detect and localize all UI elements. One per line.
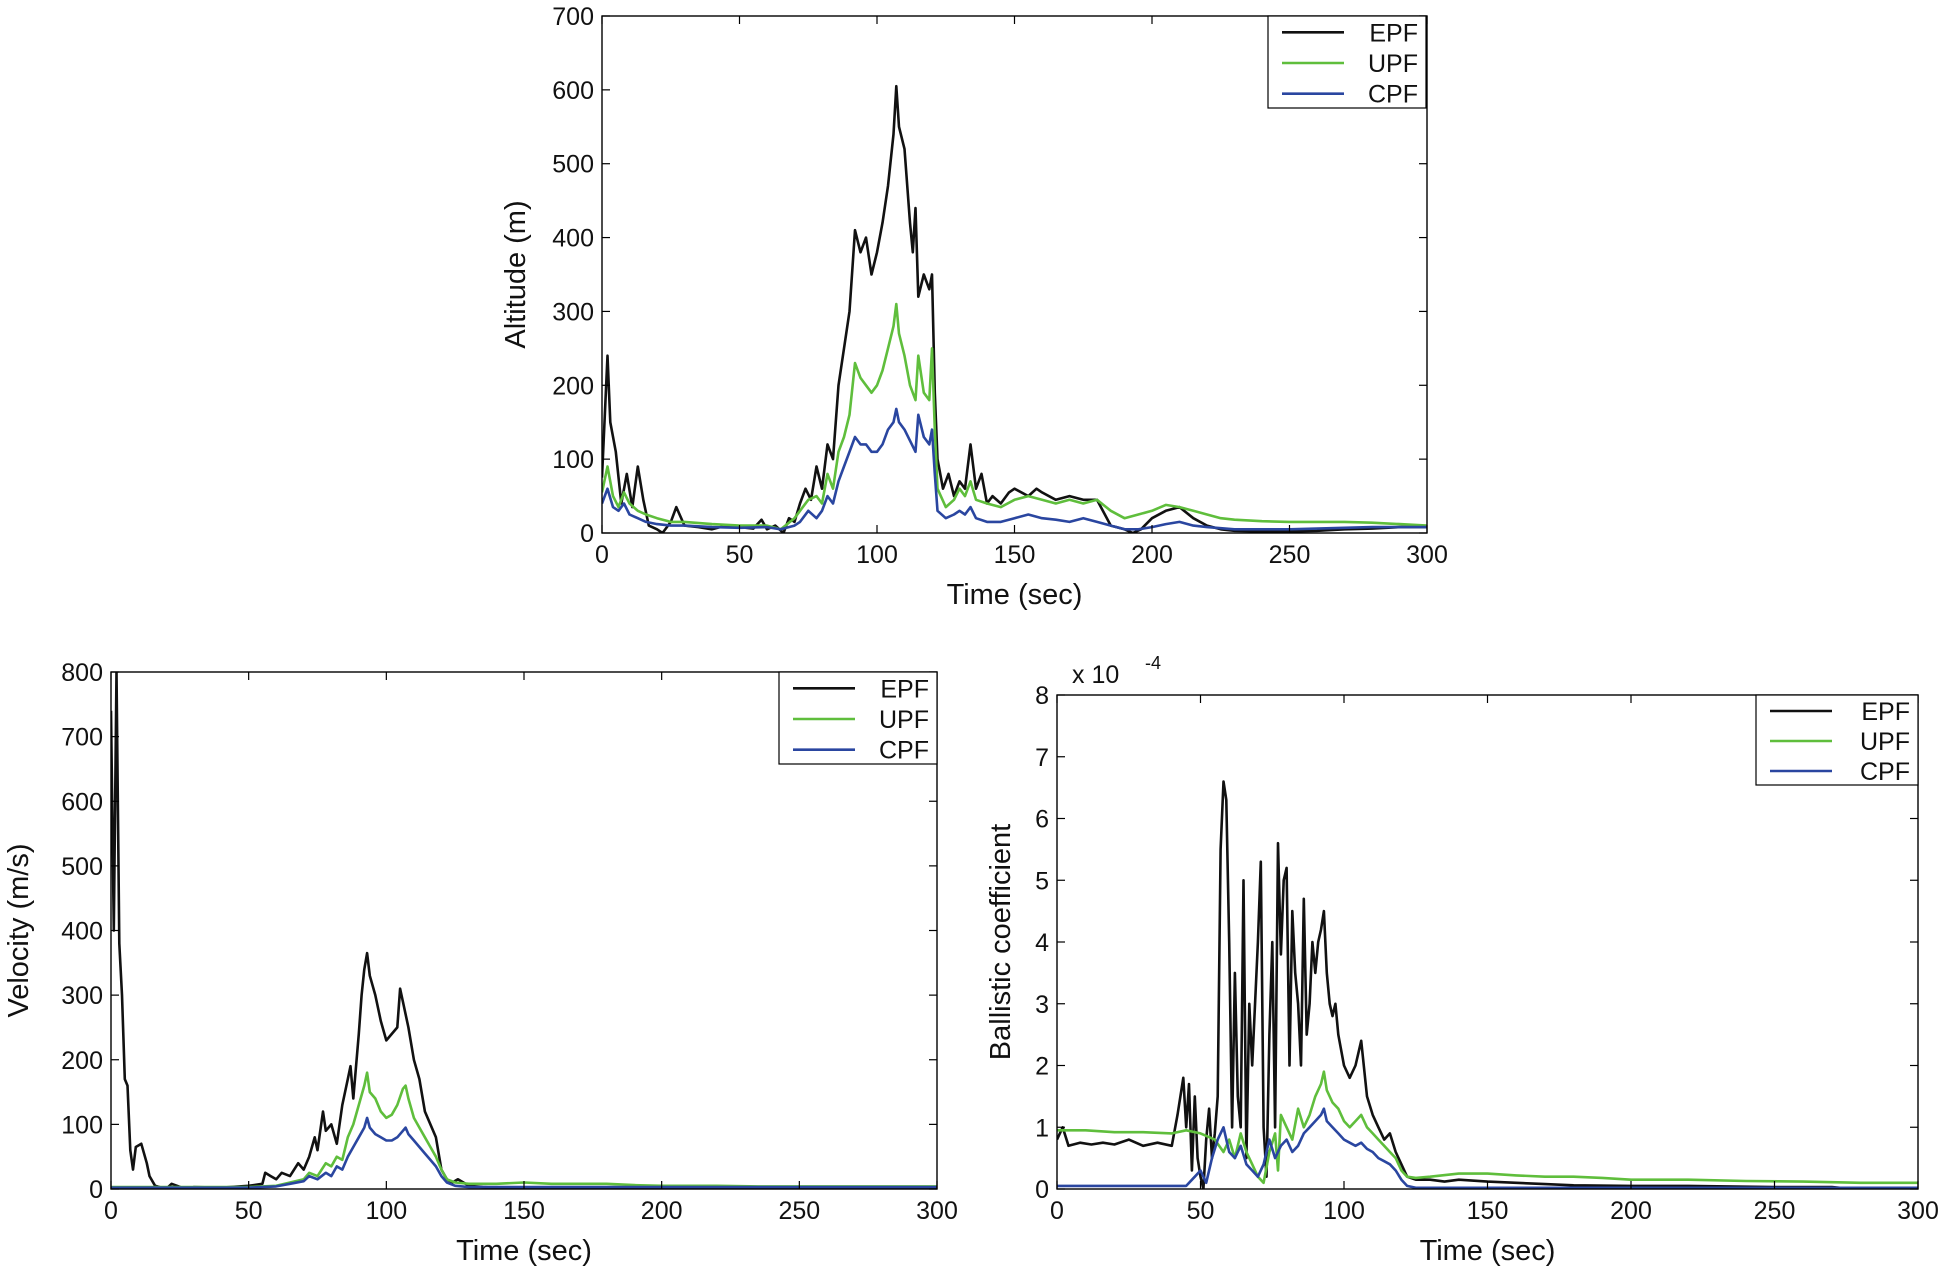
altitude-ytick-label: 300 [552,298,594,326]
velocity-ytick-label: 300 [61,982,103,1010]
velocity-legend-label-epf: EPF [880,675,929,703]
altitude-legend-label-upf: UPF [1368,50,1418,78]
velocity-ytick-label: 700 [61,724,103,752]
altitude-ytick-label: 600 [552,77,594,105]
altitude-xtick-label: 250 [1269,541,1311,569]
altitude-xtick-label: 0 [595,541,609,569]
velocity-xtick-label: 150 [503,1197,545,1225]
altitude-xtick-label: 200 [1131,541,1173,569]
velocity-series-upf [111,1071,937,1189]
ballistic-ytick-label: 6 [1035,806,1049,834]
ballistic-legend-label-epf: EPF [1861,698,1910,726]
ballistic-ytick-label: 7 [1035,744,1049,772]
ballistic-xtick-label: 100 [1323,1197,1365,1225]
altitude-series-cpf [602,407,1427,531]
ballistic-series-epf [1057,780,1918,1189]
velocity-ytick-label: 600 [61,788,103,816]
velocity-xtick-label: 100 [365,1197,407,1225]
ballistic-ytick-label: 8 [1035,682,1049,710]
altitude-ytick-label: 100 [552,446,594,474]
ballistic-xtick-label: 200 [1610,1197,1652,1225]
altitude-xtick-label: 100 [856,541,898,569]
altitude-xtick-label: 150 [994,541,1036,569]
altitude-ytick-label: 0 [580,520,594,548]
ballistic-ylabel: Ballistic coefficient [985,824,1017,1060]
ballistic-legend-label-cpf: CPF [1860,758,1910,786]
velocity-ylabel: Velocity (m/s) [3,843,35,1017]
ballistic-exponent-label: x 10 [1072,661,1119,689]
velocity-legend-label-upf: UPF [879,706,929,734]
altitude-ytick-label: 400 [552,225,594,253]
velocity-ytick-label: 200 [61,1047,103,1075]
altitude-legend: EPF UPF CPF [1267,15,1427,109]
altitude-xtick-label: 300 [1406,541,1448,569]
velocity-ytick-label: 0 [89,1176,103,1204]
velocity-ytick-label: 100 [61,1111,103,1139]
velocity-ytick-label: 800 [61,659,103,687]
altitude-ytick-label: 700 [552,3,594,31]
velocity-legend-label-cpf: CPF [879,737,929,765]
ballistic-ytick-label: 5 [1035,867,1049,895]
ballistic-ytick-label: 1 [1035,1114,1049,1142]
velocity-xtick-label: 250 [778,1197,820,1225]
altitude-series-upf [602,302,1427,531]
velocity-ytick-label: 500 [61,853,103,881]
ballistic-xtick-label: 150 [1467,1197,1509,1225]
altitude-ylabel: Altitude (m) [500,200,532,348]
altitude-chart: 0 50 100 150 200 250 300 0 100 200 300 400 500 600 700… [500,3,1448,611]
altitude-ytick-label: 500 [552,151,594,179]
ballistic-series-cpf [1057,1107,1918,1189]
ballistic-xtick-label: 300 [1897,1197,1939,1225]
velocity-series-cpf [111,1116,937,1189]
ballistic-legend-label-upf: UPF [1860,728,1910,756]
ballistic-xtick-label: 0 [1050,1197,1064,1225]
velocity-xtick-label: 50 [235,1197,263,1225]
velocity-ytick-label: 400 [61,918,103,946]
ballistic-ytick-label: 0 [1035,1176,1049,1204]
altitude-ytick-label: 200 [552,372,594,400]
altitude-xlabel: Time (sec) [947,579,1083,611]
velocity-xtick-label: 200 [641,1197,683,1225]
altitude-legend-label-cpf: CPF [1368,81,1418,109]
ballistic-xlabel: Time (sec) [1420,1235,1556,1267]
ballistic-chart: 0 50 100 150 200 250 300 0 1 2 3 4 5 6 7 8 x 10 -4 Time (s… [985,653,1939,1267]
ballistic-exponent-power: -4 [1145,653,1161,673]
ballistic-xtick-label: 250 [1754,1197,1796,1225]
altitude-series-epf [602,84,1427,533]
velocity-xtick-label: 0 [104,1197,118,1225]
velocity-xtick-label: 300 [916,1197,958,1225]
velocity-legend: EPF UPF CPF [778,671,938,765]
ballistic-xtick-label: 50 [1187,1197,1215,1225]
ballistic-ytick-label: 3 [1035,991,1049,1019]
velocity-chart: 0 50 100 150 200 250 300 0 100 200 300 400 500 600 700… [3,659,958,1267]
velocity-xlabel: Time (sec) [456,1235,592,1267]
ballistic-ytick-label: 4 [1035,929,1049,957]
altitude-xtick-label: 50 [726,541,754,569]
ballistic-ytick-label: 2 [1035,1053,1049,1081]
ballistic-series-upf [1057,1070,1918,1185]
altitude-legend-label-epf: EPF [1369,19,1418,47]
